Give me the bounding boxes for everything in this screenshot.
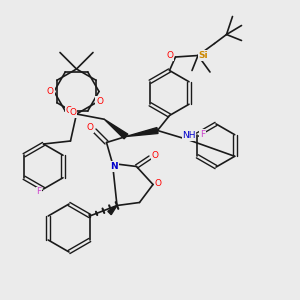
Text: F: F: [200, 130, 205, 139]
Text: O: O: [151, 151, 158, 160]
Polygon shape: [108, 206, 117, 215]
Text: NH: NH: [182, 131, 196, 140]
Text: O: O: [65, 106, 72, 116]
Text: O: O: [155, 178, 162, 188]
Text: Si: Si: [199, 51, 208, 60]
Polygon shape: [126, 128, 158, 136]
Text: O: O: [47, 87, 54, 96]
Text: O: O: [167, 51, 174, 60]
Polygon shape: [104, 119, 128, 139]
Text: O: O: [86, 123, 94, 132]
Text: O: O: [69, 108, 76, 117]
Text: O: O: [96, 97, 103, 106]
Text: F: F: [36, 188, 42, 196]
Text: N: N: [110, 162, 118, 171]
